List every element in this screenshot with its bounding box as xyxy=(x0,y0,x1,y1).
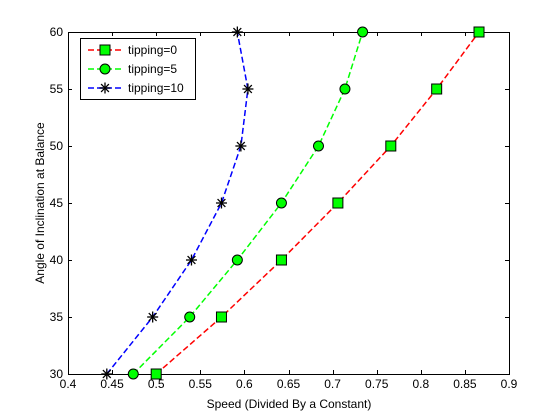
data-point xyxy=(235,140,247,152)
data-point xyxy=(215,311,227,323)
data-point xyxy=(101,368,113,380)
series-layer xyxy=(101,26,485,380)
ticks-layer: 0.4 0.45 0.5 0.55 0.6 0.65 0.7 0.75 0.8 0.85 0.9 30… xyxy=(50,25,518,391)
legend-label: tipping=5 xyxy=(128,62,177,76)
y-tick-label: 50 xyxy=(50,139,64,153)
y-tick-label: 40 xyxy=(50,253,64,267)
legend-marker xyxy=(99,82,111,94)
y-tick-label: 30 xyxy=(50,367,64,381)
legend-marker xyxy=(99,44,111,56)
asterisk-stroke xyxy=(102,369,112,379)
data-point xyxy=(215,197,227,209)
asterisk-stroke xyxy=(217,198,226,208)
data-point xyxy=(431,83,443,95)
y-tick-label: 60 xyxy=(50,25,64,39)
data-point xyxy=(312,140,324,152)
x-tick-label: 0.6 xyxy=(236,377,253,391)
data-point xyxy=(231,254,243,266)
data-point xyxy=(184,311,196,323)
legend-label: tipping=0 xyxy=(128,43,177,57)
y-tick-label: 35 xyxy=(50,310,64,324)
data-point xyxy=(473,26,485,38)
asterisk-stroke xyxy=(148,312,158,322)
asterisk-stroke xyxy=(243,84,253,94)
y-axis-label: Angle of Inclination at Balance xyxy=(33,122,47,284)
data-point xyxy=(275,254,287,266)
asterisk-stroke xyxy=(187,255,196,265)
series-0 xyxy=(150,26,485,380)
legend: tipping=0 tipping=5 tipping=10 xyxy=(80,38,196,100)
asterisk-stroke xyxy=(100,83,110,93)
x-tick-label: 0.55 xyxy=(189,377,213,391)
x-tick-label: 0.5 xyxy=(148,377,165,391)
series-1 xyxy=(127,26,369,380)
data-point xyxy=(242,83,254,95)
data-point xyxy=(339,83,351,95)
data-point xyxy=(357,26,369,38)
data-point xyxy=(150,368,162,380)
data-point xyxy=(127,368,139,380)
x-tick-label: 0.85 xyxy=(453,377,477,391)
x-tick-label: 0.4 xyxy=(60,377,77,391)
x-tick-label: 0.65 xyxy=(277,377,301,391)
asterisk-stroke xyxy=(232,27,242,37)
x-tick-label: 0.45 xyxy=(100,377,124,391)
data-point xyxy=(147,311,159,323)
data-point xyxy=(231,26,243,38)
legend-marker xyxy=(99,63,111,75)
y-tick-label: 45 xyxy=(50,196,64,210)
legend-label: tipping=10 xyxy=(128,81,184,95)
x-tick-label: 0.8 xyxy=(412,377,429,391)
data-point xyxy=(332,197,344,209)
x-axis-label: Speed (Divided By a Constant) xyxy=(207,397,372,411)
series-2 xyxy=(101,26,254,380)
data-point xyxy=(385,140,397,152)
asterisk-stroke xyxy=(236,141,246,151)
x-tick-label: 0.7 xyxy=(324,377,341,391)
data-point xyxy=(185,254,197,266)
y-tick-label: 55 xyxy=(50,82,64,96)
x-tick-label: 0.9 xyxy=(501,377,518,391)
x-tick-label: 0.75 xyxy=(365,377,389,391)
data-point xyxy=(275,197,287,209)
